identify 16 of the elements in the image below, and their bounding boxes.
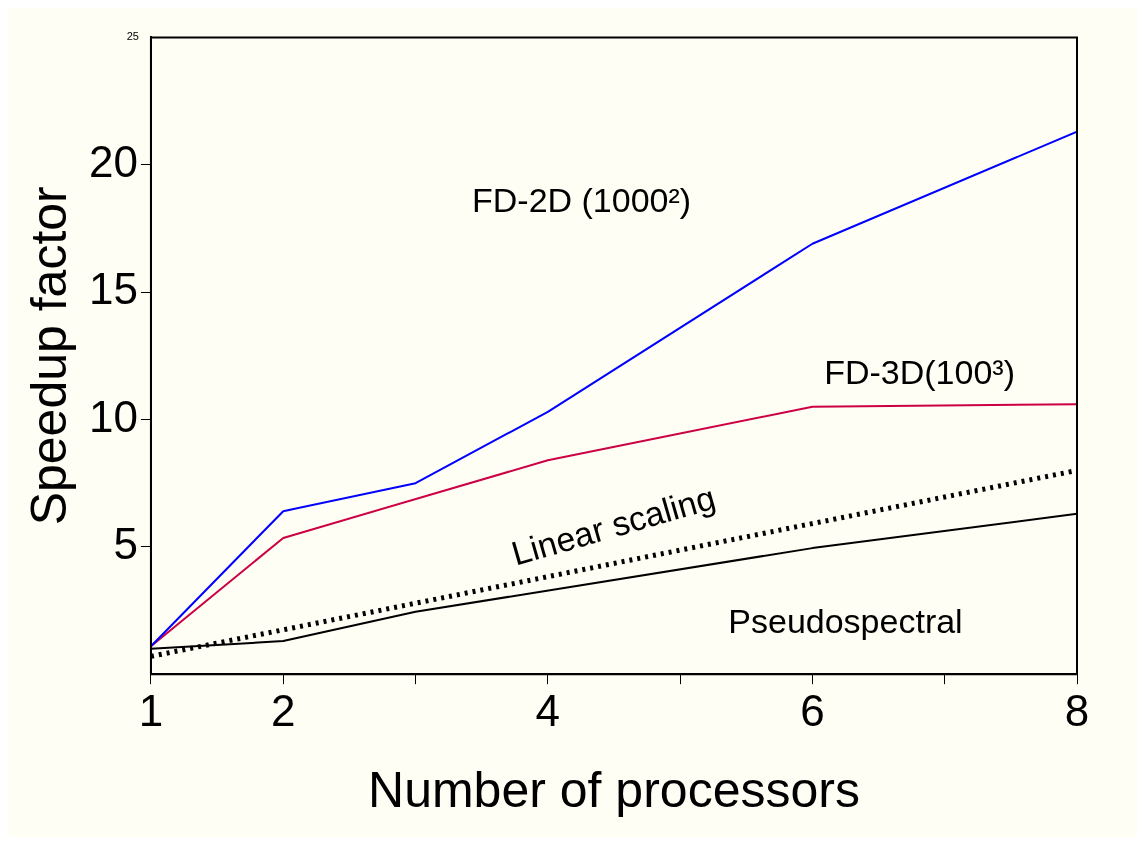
x-axis-title: Number of processors <box>368 761 860 818</box>
text: 25 <box>126 30 139 43</box>
y-tick-label: 20 <box>88 136 138 186</box>
y-tick-label: 15 <box>88 264 138 314</box>
x-tick-label: 8 <box>1064 685 1090 735</box>
y-tick-label: 5 <box>113 518 138 568</box>
x-tick-label: 2 <box>270 685 296 735</box>
y-tick-label: 10 <box>88 391 138 441</box>
text: FD-2D (1000²) <box>471 181 692 220</box>
x-tick-label: 4 <box>535 685 561 735</box>
x-tick-label: 6 <box>800 685 825 735</box>
y-axis-title: Speedup factor <box>20 186 77 526</box>
series-label: FD-3D(100³) <box>824 353 1015 392</box>
series-label: Pseudospectral <box>728 601 963 640</box>
x-tick-label: 1 <box>138 685 164 735</box>
text: Linear scaling <box>507 477 720 573</box>
